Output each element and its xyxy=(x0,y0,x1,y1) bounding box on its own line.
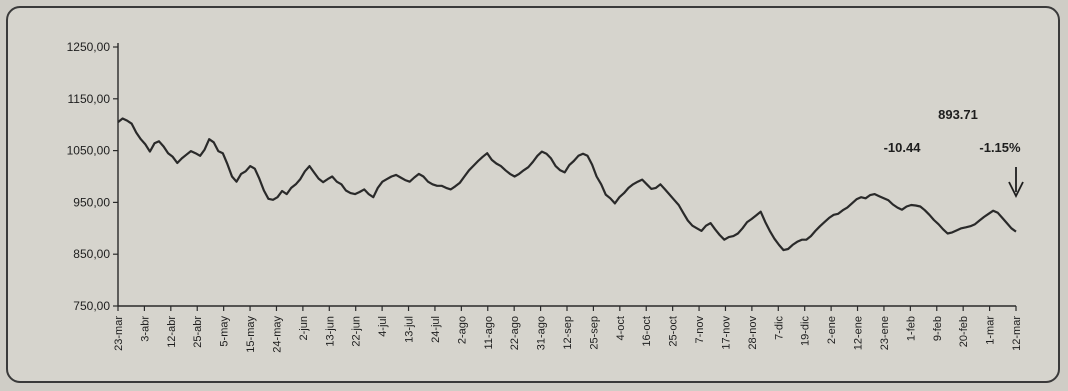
x-tick-label: 25-abr xyxy=(192,316,204,348)
x-tick-label: 25-oct xyxy=(668,316,680,347)
series-line xyxy=(117,117,1017,252)
x-axis: 23-mar 3-abr 12-abr 25-abr 5-may 15-may 24-may… xyxy=(113,305,1023,353)
x-tick-label: 20-feb xyxy=(958,316,970,347)
change-pct-label: -1.15% xyxy=(979,140,1021,155)
y-tick-label: 850,00 xyxy=(73,247,110,261)
x-tick-label: 15-may xyxy=(245,316,257,353)
x-tick-label: 12-ene xyxy=(853,316,865,350)
x-tick-label: 12-sep xyxy=(562,316,574,350)
x-tick-label: 2-jun xyxy=(298,316,310,340)
x-tick-label: 1-mar xyxy=(985,316,997,345)
y-axis: 1250,00 1150,00 1050,00 950,00 850,00 750,00 xyxy=(67,40,119,313)
y-tick-label: 1150,00 xyxy=(68,92,111,106)
x-tick-label: 1-feb xyxy=(905,316,917,341)
x-tick-label: 17-nov xyxy=(720,316,732,350)
last-value-label: 893.71 xyxy=(938,107,978,122)
x-tick-label: 23-ene xyxy=(879,316,891,350)
x-tick-label: 11-ago xyxy=(483,316,495,349)
x-tick-label: 22-ago xyxy=(509,316,521,350)
x-tick-label: 5-may xyxy=(219,316,231,347)
x-tick-label: 16-oct xyxy=(641,316,653,347)
x-tick-label: 13-jul xyxy=(404,316,416,343)
y-tick-label: 750,00 xyxy=(73,299,110,313)
x-tick-label: 24-jul xyxy=(430,316,442,343)
x-tick-label: 25-sep xyxy=(588,316,600,350)
down-arrow-icon xyxy=(1008,167,1024,199)
x-tick-label: 4-oct xyxy=(615,316,627,340)
y-tick-label: 1250,00 xyxy=(67,40,111,54)
chart-frame xyxy=(6,6,1060,383)
x-tick-label: 12-mar xyxy=(1011,316,1023,351)
x-tick-label: 4-jul xyxy=(377,316,389,337)
x-tick-label: 12-abr xyxy=(166,316,178,348)
change-label: -10.44 xyxy=(884,140,922,155)
x-tick-label: 3-abr xyxy=(139,316,151,342)
x-tick-label: 7-dic xyxy=(773,316,785,340)
x-tick-label: 9-feb xyxy=(932,316,944,341)
x-tick-label: 23-mar xyxy=(113,316,125,351)
x-tick-label: 13-jun xyxy=(324,316,336,347)
x-tick-label: 7-nov xyxy=(694,316,706,344)
x-tick-label: 2-ene xyxy=(826,316,838,344)
x-tick-label: 31-ago xyxy=(536,316,548,350)
x-tick-label: 22-jun xyxy=(351,316,363,347)
y-tick-label: 1050,00 xyxy=(67,144,111,158)
y-tick-label: 950,00 xyxy=(73,195,110,209)
x-tick-label: 24-may xyxy=(271,316,283,353)
x-tick-label: 2-ago xyxy=(456,316,468,344)
x-tick-label: 19-dic xyxy=(800,316,812,346)
x-tick-label: 28-nov xyxy=(747,316,759,350)
